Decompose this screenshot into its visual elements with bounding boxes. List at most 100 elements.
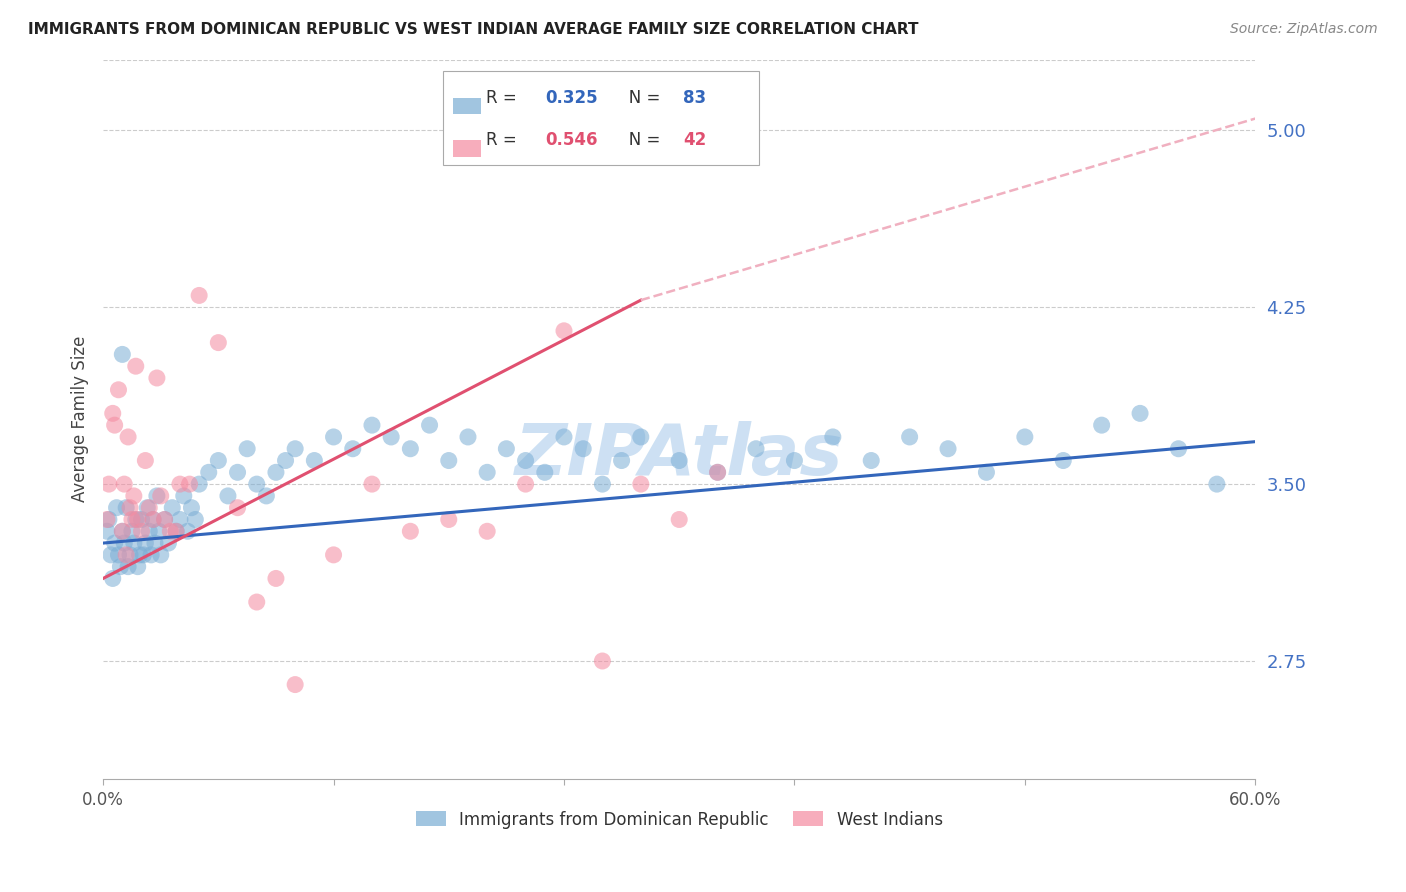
Text: N =: N = — [613, 131, 665, 149]
Point — [188, 288, 211, 302]
Text: 0.546: 0.546 — [546, 131, 598, 149]
Point — [188, 477, 211, 491]
Text: N =: N = — [613, 88, 665, 106]
Point — [153, 512, 176, 526]
Point — [121, 512, 143, 526]
Legend: Immigrants from Dominican Republic, West Indians: Immigrants from Dominican Republic, West… — [409, 804, 949, 835]
Point — [173, 489, 195, 503]
Point — [783, 453, 806, 467]
Point — [1167, 442, 1189, 456]
Point — [136, 500, 159, 515]
Point — [134, 536, 156, 550]
Point — [264, 571, 287, 585]
Point — [217, 489, 239, 503]
Point — [149, 489, 172, 503]
Point — [138, 524, 160, 539]
Point — [399, 524, 422, 539]
Point — [143, 536, 166, 550]
Point — [437, 453, 460, 467]
Point — [176, 524, 198, 539]
Point — [127, 559, 149, 574]
Point — [706, 466, 728, 480]
Point — [1052, 453, 1074, 467]
Point — [110, 559, 132, 574]
Point — [553, 324, 575, 338]
Text: 83: 83 — [683, 88, 706, 106]
Point — [157, 536, 180, 550]
Point — [591, 477, 613, 491]
Point — [139, 548, 162, 562]
Point — [437, 512, 460, 526]
Point — [148, 524, 170, 539]
Point — [107, 383, 129, 397]
Point — [96, 512, 118, 526]
Point — [96, 524, 118, 539]
Point — [668, 512, 690, 526]
Point — [153, 512, 176, 526]
Point — [342, 442, 364, 456]
Text: Source: ZipAtlas.com: Source: ZipAtlas.com — [1230, 22, 1378, 37]
Point — [179, 477, 201, 491]
Point — [226, 500, 249, 515]
Point — [131, 524, 153, 539]
Text: 42: 42 — [683, 131, 707, 149]
Point — [97, 512, 120, 526]
Point — [122, 536, 145, 550]
Point — [105, 500, 128, 515]
Point — [112, 536, 135, 550]
Point — [111, 524, 134, 539]
Point — [165, 524, 187, 539]
Point — [101, 406, 124, 420]
Point — [112, 477, 135, 491]
Point — [97, 477, 120, 491]
Point — [284, 677, 307, 691]
Point — [165, 524, 187, 539]
Point — [159, 524, 181, 539]
Point — [457, 430, 479, 444]
Point — [533, 466, 555, 480]
Point — [246, 595, 269, 609]
Point — [515, 453, 537, 467]
Point — [132, 548, 155, 562]
Point — [475, 466, 498, 480]
Point — [111, 524, 134, 539]
Text: ZIPAtlas: ZIPAtlas — [515, 421, 844, 490]
Point — [149, 548, 172, 562]
Point — [117, 430, 139, 444]
Point — [976, 466, 998, 480]
Point — [146, 371, 169, 385]
Point — [125, 359, 148, 374]
Point — [207, 453, 229, 467]
Point — [100, 548, 122, 562]
Point — [630, 430, 652, 444]
Point — [495, 442, 517, 456]
Point — [322, 430, 344, 444]
Point — [104, 536, 127, 550]
Point — [138, 500, 160, 515]
Point — [184, 512, 207, 526]
Point — [706, 466, 728, 480]
Point — [207, 335, 229, 350]
Point — [111, 347, 134, 361]
Point — [134, 453, 156, 467]
Point — [322, 548, 344, 562]
Point — [264, 466, 287, 480]
Point — [246, 477, 269, 491]
Point — [361, 418, 384, 433]
Point — [226, 466, 249, 480]
Point — [610, 453, 633, 467]
Point — [475, 524, 498, 539]
Point — [821, 430, 844, 444]
Point — [304, 453, 326, 467]
Point — [668, 453, 690, 467]
Point — [1205, 477, 1227, 491]
Point — [1014, 430, 1036, 444]
Point — [107, 548, 129, 562]
Point — [745, 442, 768, 456]
Point — [122, 489, 145, 503]
Point — [630, 477, 652, 491]
Point — [118, 500, 141, 515]
Point — [128, 548, 150, 562]
Point — [860, 453, 883, 467]
Point — [115, 548, 138, 562]
